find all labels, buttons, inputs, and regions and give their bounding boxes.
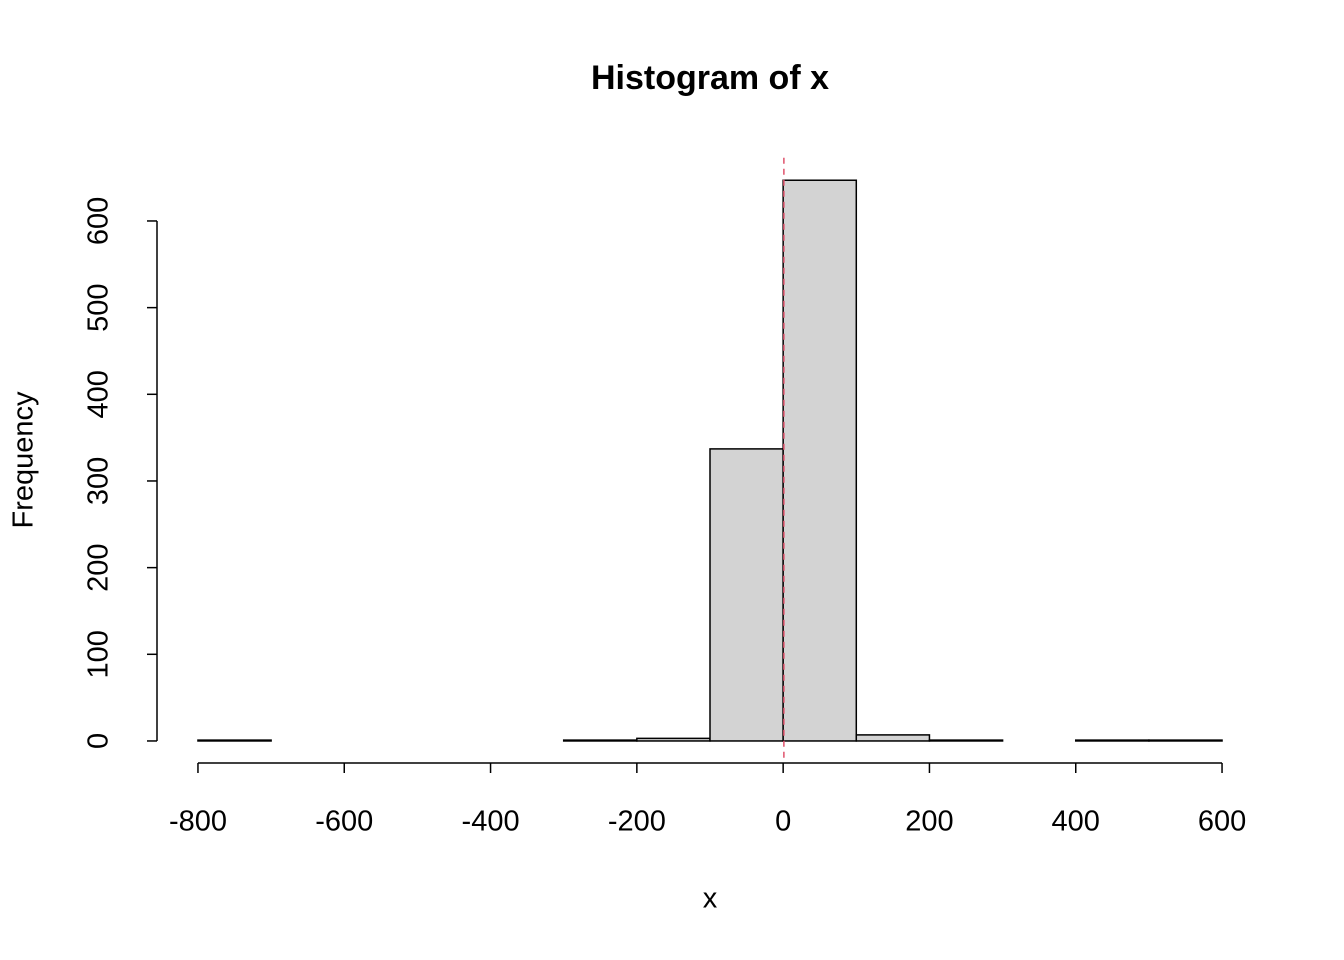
y-axis-label: Frequency: [8, 391, 40, 529]
bar: [1074, 739, 1150, 742]
bar: [1148, 739, 1223, 742]
bar: [197, 739, 272, 742]
x-tick-label: 0: [775, 806, 791, 838]
y-tick-label: 200: [83, 543, 115, 591]
x-tick-label: -400: [462, 806, 520, 838]
x-tick-label: 600: [1198, 806, 1246, 838]
bar: [709, 448, 784, 742]
y-tick-label: 600: [83, 197, 115, 245]
x-tick-label: 400: [1052, 806, 1100, 838]
x-tick-label: -600: [315, 806, 373, 838]
y-tick-label: 400: [83, 370, 115, 418]
x-tick-label: -800: [169, 806, 227, 838]
bar: [636, 737, 711, 742]
y-tick-label: 0: [83, 733, 115, 749]
bar: [855, 734, 931, 742]
x-tick-label: 200: [905, 806, 953, 838]
x-tick-label: -200: [608, 806, 666, 838]
x-axis-label: x: [703, 883, 718, 915]
bar: [782, 179, 858, 742]
chart-title: Histogram of x: [591, 59, 829, 97]
y-tick-label: 100: [83, 630, 115, 678]
bar: [928, 739, 1004, 742]
bar: [562, 739, 638, 742]
y-tick-label: 500: [83, 283, 115, 331]
y-tick-label: 300: [83, 457, 115, 505]
